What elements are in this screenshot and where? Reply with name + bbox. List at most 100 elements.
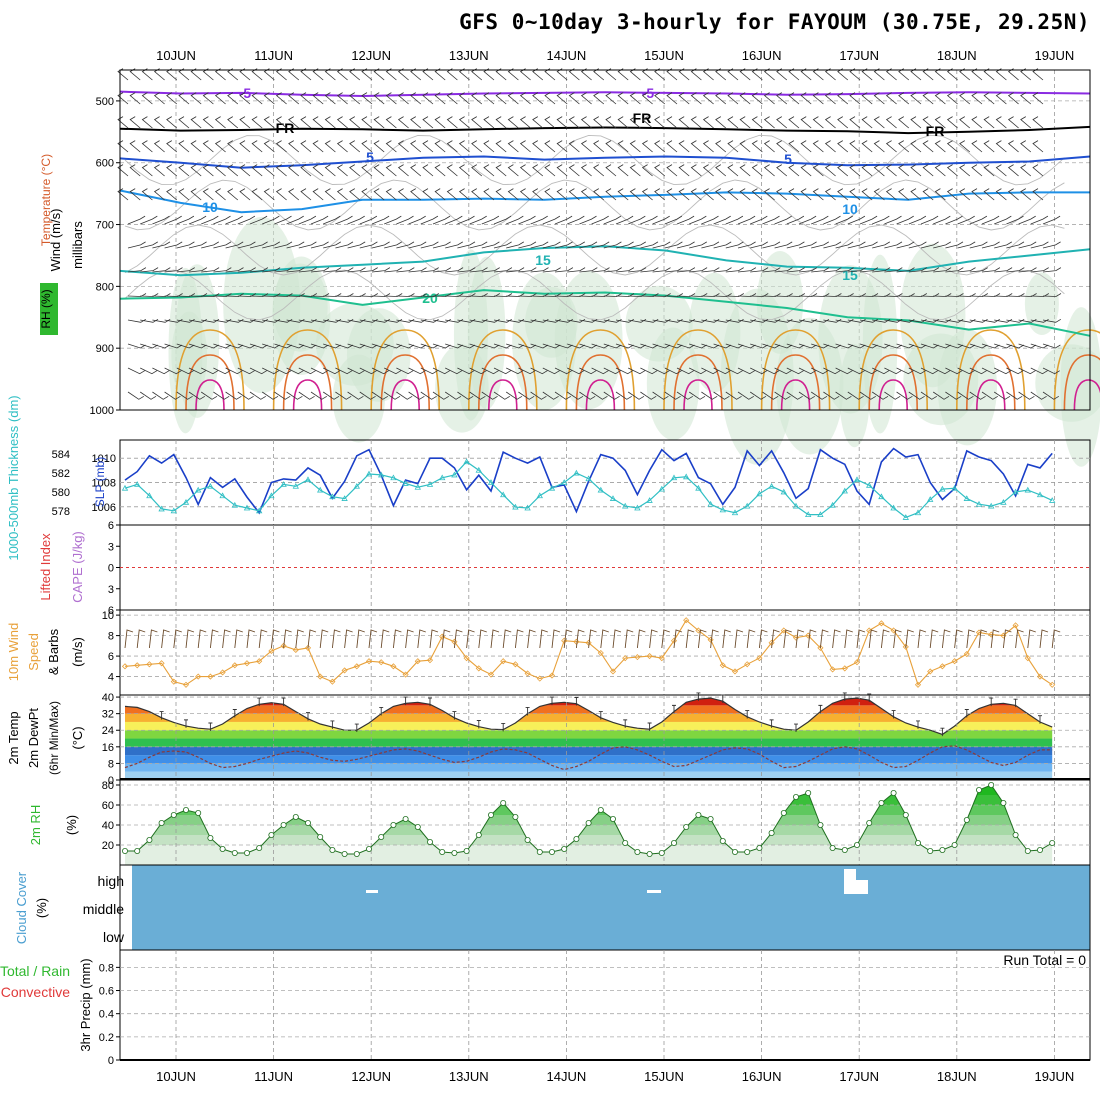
wind-barb — [945, 391, 962, 400]
rh-legend-swatch — [40, 283, 58, 335]
wind-barb — [664, 343, 683, 349]
wind-barb — [689, 343, 707, 349]
wind10-barb — [624, 629, 634, 649]
wind-barb — [702, 188, 714, 201]
rh-band — [125, 795, 1053, 805]
wind-barb — [444, 391, 462, 400]
wind-barb — [885, 116, 897, 129]
wind-barb — [824, 188, 836, 201]
wind-barb — [567, 318, 586, 323]
wind-barb — [811, 241, 830, 249]
wind-barb — [666, 92, 678, 105]
minmax-marker — [159, 711, 164, 720]
wind-barb — [420, 293, 440, 297]
wind-barb — [934, 116, 946, 129]
temp-band — [125, 771, 1053, 780]
rh-marker — [378, 834, 385, 841]
wind-barb — [530, 241, 549, 249]
wind-barb — [117, 164, 129, 177]
wind-barb — [908, 215, 927, 225]
wind-barb — [615, 318, 635, 323]
rh-marker — [426, 839, 433, 846]
wind-barb — [957, 391, 974, 400]
wind-barb — [237, 318, 256, 323]
wind-barb — [251, 116, 263, 129]
wind-barb — [652, 343, 671, 349]
wind-barb — [1030, 318, 1049, 323]
wind-barb — [152, 367, 170, 375]
wind-barb — [457, 391, 474, 400]
wind-barb — [446, 116, 458, 129]
wind-barb — [507, 164, 519, 177]
wind-barb — [275, 116, 287, 129]
wind-barb — [994, 367, 1012, 375]
wind-barb — [336, 92, 348, 105]
wind-barb — [737, 318, 757, 323]
wind-barb — [457, 215, 475, 225]
thickness-marker — [975, 500, 983, 507]
thickness-marker — [634, 504, 641, 511]
wind-barb — [554, 343, 573, 349]
isotherm-warm — [673, 354, 723, 411]
wind-barb — [556, 164, 568, 177]
wind-barb — [945, 343, 964, 349]
axis-label-lifted: Lifted Index — [38, 533, 53, 601]
wind-barb — [811, 215, 829, 225]
wind-barb — [201, 267, 220, 273]
wind-barb — [481, 267, 500, 273]
wind-barb — [676, 215, 695, 225]
rh-tick-label: 40 — [102, 820, 114, 832]
wind-barb — [396, 343, 415, 349]
wind-barb — [983, 164, 995, 177]
rh-marker — [158, 820, 165, 827]
wind10-barb — [685, 629, 695, 649]
minmax-marker — [672, 704, 676, 714]
wind-barb — [213, 215, 231, 225]
wind-barb — [544, 164, 556, 177]
rh-marker — [634, 849, 641, 856]
wind-barb — [715, 92, 727, 105]
minmax-marker — [403, 696, 408, 706]
wind-barb — [701, 318, 720, 323]
wind-barb — [1032, 140, 1044, 153]
isotherm-warm — [770, 354, 821, 411]
wind-barb — [934, 140, 946, 153]
thickness-marker — [817, 511, 824, 518]
wind-speed-marker — [158, 660, 165, 667]
temp-band — [125, 713, 1053, 722]
thickness-marker — [963, 495, 970, 501]
wind-barb — [371, 318, 391, 323]
wind-barb — [885, 188, 897, 201]
wind-barb — [275, 188, 287, 201]
wind-barb — [969, 293, 989, 297]
wind-barb — [493, 267, 513, 273]
wind10-barb — [954, 629, 963, 649]
wind-barb — [641, 92, 653, 105]
wind-speed-marker — [817, 644, 824, 651]
wind-barb — [995, 140, 1007, 153]
pressure-tick-label: 900 — [96, 343, 114, 355]
wind-barb — [152, 343, 171, 349]
axis-label-convective: Convective — [1, 984, 70, 1000]
thickness-marker — [426, 481, 434, 487]
wind10-barb — [319, 629, 329, 649]
rh-marker — [487, 812, 494, 819]
wind-barb — [495, 92, 507, 105]
wind-barb — [176, 293, 196, 297]
wind-barb — [591, 343, 610, 349]
wind-barb — [188, 318, 208, 323]
minmax-marker — [867, 693, 872, 702]
wind-barb — [178, 140, 190, 153]
wind-barb — [446, 188, 458, 201]
wind-barb — [249, 318, 269, 323]
wind-barb — [190, 188, 202, 201]
thickness-marker — [121, 484, 129, 491]
wind-barb — [542, 343, 561, 349]
wind-barb — [495, 140, 507, 153]
wind-barb — [481, 293, 501, 297]
pressure-tick-label: 500 — [96, 96, 114, 108]
wind-speed-marker — [170, 678, 177, 685]
wind-barb — [617, 188, 629, 201]
wind-barb — [201, 343, 219, 349]
wind-barb — [371, 391, 389, 400]
